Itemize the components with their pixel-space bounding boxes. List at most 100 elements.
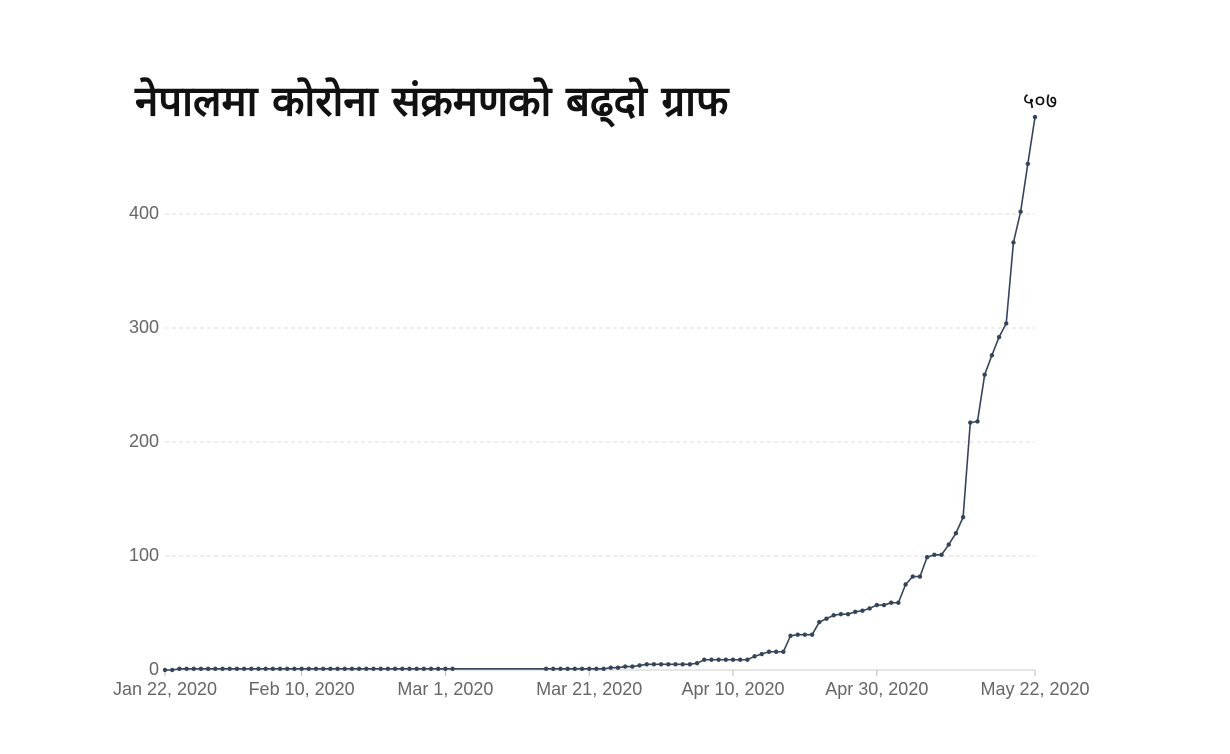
data-point [781,649,786,654]
data-point [917,574,923,579]
data-point [285,666,290,672]
data-point [443,666,448,672]
x-tick-label: Feb 10, 2020 [249,679,355,699]
data-point [630,664,635,669]
data-point [723,657,729,662]
x-tick-label: May 22, 2020 [980,679,1089,699]
data-point [838,611,844,617]
data-point [299,666,304,672]
data-point [896,600,901,605]
data-point [666,662,671,667]
data-point [809,632,815,637]
data-point [579,666,585,672]
data-point [644,662,649,667]
data-point [738,657,743,662]
data-point [881,602,887,608]
data-point [414,666,419,672]
y-tick-label: 200 [129,431,159,451]
y-tick-label: 100 [129,545,159,565]
x-tick-label: Mar 1, 2020 [397,679,493,699]
data-point [407,666,412,672]
data-point [400,666,405,672]
data-point [378,666,383,672]
data-point [349,666,355,672]
data-point [198,666,204,672]
data-point [335,666,340,672]
data-point [968,420,973,425]
data-point [637,663,642,668]
data-point [924,554,930,560]
data-point [213,666,218,672]
data-point [356,666,362,672]
data-point [436,666,441,672]
data-point [1018,209,1023,214]
data-point [249,666,254,672]
data-point [903,582,908,587]
data-point [1011,240,1016,245]
data-point [874,602,880,608]
data-point [587,666,592,672]
data-point [910,574,915,579]
x-tick-label: Apr 30, 2020 [825,679,928,699]
data-point [263,666,268,672]
data-point [292,666,297,672]
data-point [702,657,707,662]
data-point [622,664,628,669]
data-point [831,613,836,618]
data-point [184,666,189,672]
data-point [364,666,369,672]
data-point [177,666,182,672]
data-point [687,662,693,667]
data-point [860,608,865,613]
data-point [306,666,312,672]
data-point [795,632,800,637]
data-point [191,666,196,672]
annotation: ५०७ [1023,89,1057,114]
data-point [227,666,232,672]
data-point [328,666,333,672]
data-point [615,665,621,670]
data-point [658,662,664,667]
data-point [996,334,1002,340]
data-point [817,619,822,625]
y-tick-label: 0 [149,659,159,679]
data-point [551,666,556,672]
data-point [371,666,376,672]
data-point [982,372,987,377]
x-tick-label: Mar 21, 2020 [536,679,642,699]
data-point [824,616,829,621]
data-point [716,657,721,662]
data-point [421,666,427,672]
data-point [1004,321,1009,326]
y-tick-label: 300 [129,317,159,337]
data-point [385,666,391,672]
data-point [745,657,750,662]
data-point [1032,114,1038,120]
data-point [1025,161,1031,167]
data-point [867,606,872,611]
data-point [960,515,966,520]
data-point [241,666,247,672]
data-point [752,654,757,659]
x-tick-label: Jan 22, 2020 [113,679,217,699]
data-point [766,649,772,654]
data-point [673,662,678,667]
data-point [694,660,700,666]
data-point [601,666,606,672]
data-point [802,632,808,637]
data-point [558,666,563,672]
data-point [709,657,714,662]
data-point [932,552,937,558]
data-point [205,666,211,672]
data-point [169,667,175,673]
data-point [277,666,283,672]
data-point [759,651,764,657]
y-tick-label: 400 [129,203,159,223]
data-point [392,666,398,672]
data-point [342,666,347,672]
data-point [543,666,549,672]
data-point [256,666,261,672]
data-point [220,666,225,672]
data-point [608,665,613,670]
